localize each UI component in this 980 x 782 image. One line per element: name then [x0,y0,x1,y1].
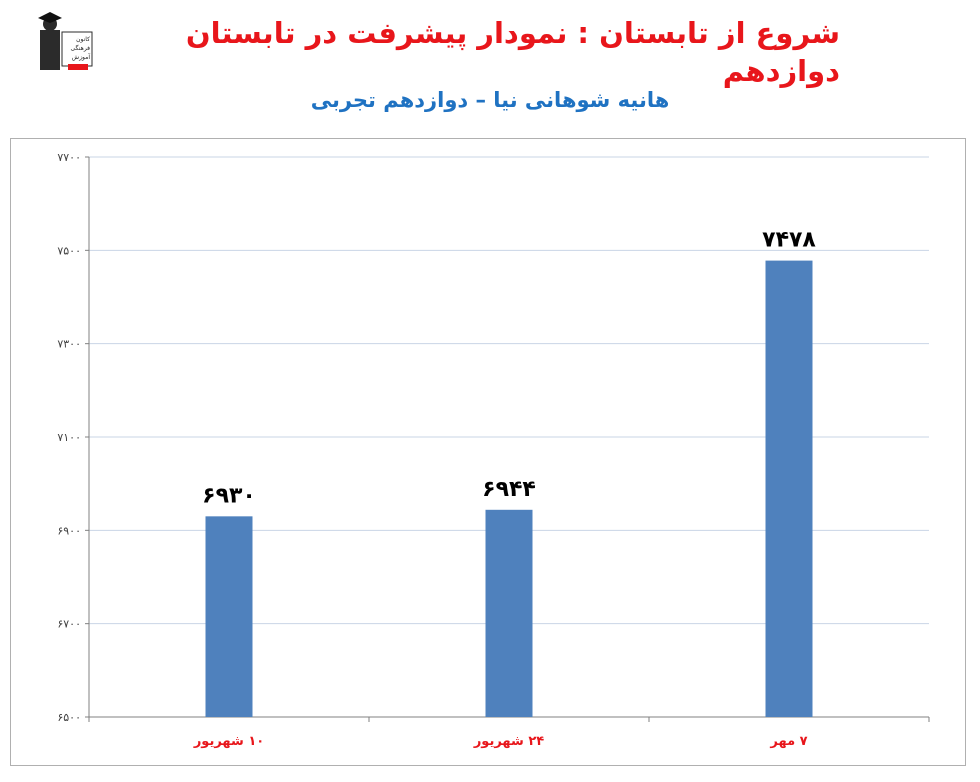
logo-text-3: آموزش [72,52,91,61]
bar [205,516,253,717]
x-tick-label: ۷ مهر [769,734,807,749]
x-tick-label: ۱۰ شهریور [193,734,264,749]
y-tick-label: ۷۱۰۰ [57,431,81,444]
page-subtitle: هانیه شوهانی نیا – دوازدهم تجربی [310,88,670,112]
y-tick-label: ۶۷۰۰ [57,618,81,631]
data-label: ۶۹۳۰ [202,483,256,508]
y-tick-label: ۷۷۰۰ [57,151,81,164]
data-label: ۷۴۷۸ [762,228,816,253]
data-label: ۶۹۴۴ [482,477,536,502]
y-tick-label: ۶۹۰۰ [57,524,81,537]
graduate-logo-icon: کانون فرهنگی آموزش [38,12,93,70]
logo-text-1: کانون [76,36,90,43]
page-title: شروع از تابستان : نمودار پیشرفت در تابست… [185,16,840,88]
logo-text-2: فرهنگی [71,44,91,52]
bar [485,509,533,717]
y-tick-label: ۷۳۰۰ [57,338,81,351]
chart-area: ۶۵۰۰ ۶۷۰۰ ۶۹۰۰ ۷۱۰۰ ۷۳۰۰ ۷۵۰۰ ۷۷۰۰ ۶۹۳۰ ۱۰ شهریو… [10,138,966,766]
bar [765,260,813,717]
bar-chart: ۶۵۰۰ ۶۷۰۰ ۶۹۰۰ ۷۱۰۰ ۷۳۰۰ ۷۵۰۰ ۷۷۰۰ ۶۹۳۰ ۱۰ شهریو… [57,151,930,749]
y-tick-label: ۶۵۰۰ [57,711,81,724]
y-tick-label: ۷۵۰۰ [57,244,81,257]
x-tick-label: ۲۴ شهریور [473,734,544,749]
